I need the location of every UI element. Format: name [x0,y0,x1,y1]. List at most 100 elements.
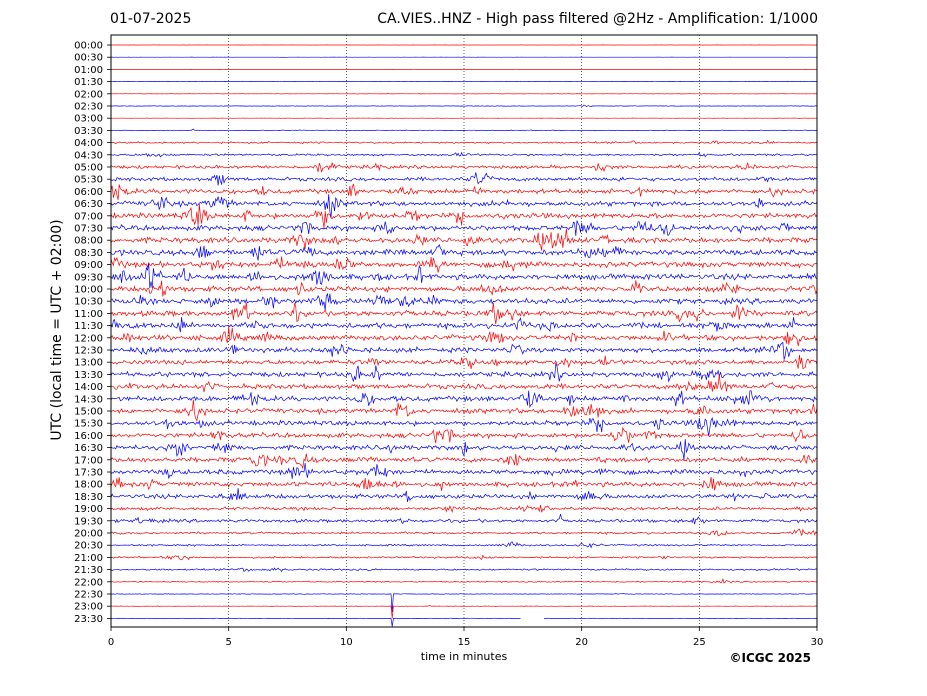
y-tick-label: 12:00 [74,333,103,344]
trace-row-1300 [110,354,818,370]
trace-row-1200 [110,326,818,346]
trace-row-1330 [110,362,818,383]
y-tick-label: 23:00 [74,602,103,613]
y-tick-label: 17:30 [74,468,103,479]
y-tick-label: 21:00 [74,553,103,564]
y-tick-label: 02:30 [74,102,103,113]
y-tick-label: 01:00 [74,65,103,76]
y-tick-label: 15:30 [74,419,103,430]
trace-row-1600 [110,426,817,444]
y-tick-label: 03:30 [74,126,103,137]
trace-row-2130 [110,567,818,573]
y-tick-label: 04:00 [74,138,103,149]
trace-row-0530 [110,172,818,186]
trace-row-0430 [110,151,818,158]
trace-row-1000 [110,280,818,297]
y-tick-label: 13:00 [74,358,103,369]
y-tick-label: 23:30 [74,614,103,625]
y-tick-label: 00:00 [74,41,103,52]
chart-title: CA.VIES..HNZ - High pass filtered @2Hz -… [377,11,818,27]
y-tick-label: 08:30 [74,248,103,259]
y-tick-label: 22:30 [74,590,103,601]
x-tick-label: 10 [340,637,353,648]
y-tick-label: 07:00 [74,211,103,222]
trace-row-2330 [110,617,521,627]
trace-row-0700 [110,203,818,229]
trace-row-0800 [110,228,818,251]
y-tick-label: 18:00 [74,480,103,491]
y-tick-label: 18:30 [74,492,103,503]
x-tick-label: 5 [225,637,231,648]
x-tick-label: 25 [693,637,706,648]
trace-row-1030 [110,292,818,311]
trace-row-0400 [110,139,818,145]
y-tick-label: 11:30 [74,321,103,332]
trace-row-2200 [110,577,818,584]
y-tick-label: 19:30 [74,516,103,527]
y-tick-label: 14:00 [74,382,103,393]
y-tick-label: 06:30 [74,199,103,210]
copyright-label: ©ICGC 2025 [729,651,811,665]
trace-row-1630 [110,439,818,460]
y-tick-label: 16:30 [74,443,103,454]
y-tick-label: 08:00 [74,236,103,247]
y-tick-label: 12:30 [74,346,103,357]
y-tick-label: 20:00 [74,529,103,540]
trace-row-1230 [110,341,818,360]
x-axis-label: time in minutes [420,650,508,663]
trace-row-2000 [110,528,818,537]
date-label: 01-07-2025 [110,11,192,27]
trace-row-0900 [110,256,818,273]
trace-row-1130 [110,316,818,333]
trace-row-1800 [110,476,818,491]
y-tick-label: 17:00 [74,455,103,466]
trace-row-0630 [110,194,818,218]
y-tick-label: 22:00 [74,577,103,588]
trace-row-0600 [110,183,818,200]
trace-row-0830 [110,243,818,261]
y-tick-label: 20:30 [74,541,103,552]
grid [228,35,700,627]
y-tick-label: 05:00 [74,163,103,174]
y-tick-label: 10:00 [74,285,103,296]
plot-frame [110,34,818,628]
y-tick-label: 02:00 [74,89,103,100]
trace-row-1900 [110,504,818,513]
y-tick-label: 09:30 [74,272,103,283]
y-tick-label: 21:30 [74,565,103,576]
trace-row-0930 [110,263,818,289]
trace-row-2300 [110,605,818,619]
x-tick-label: 20 [575,637,588,648]
trace-row-tail [543,617,818,620]
trace-row-2100 [110,554,818,561]
trace-row-1730 [110,462,818,479]
trace-row-0500 [110,162,818,173]
trace-row-0330 [110,128,818,132]
y-tick-label: 14:30 [74,394,103,405]
y-tick-label: 01:30 [74,77,103,88]
x-tick-label: 0 [108,637,114,648]
x-tick-label: 15 [458,637,471,648]
y-tick-label: 10:30 [74,297,103,308]
trace-row-1530 [110,417,818,437]
trace-row-2230 [111,593,817,613]
trace-row-1830 [110,488,818,502]
y-tick-label: 07:30 [74,224,103,235]
trace-row-1930 [110,514,818,525]
y-tick-label: 09:00 [74,260,103,271]
y-tick-label: 19:00 [74,504,103,515]
trace-row-0230 [111,104,817,107]
y-tick-label: 03:00 [74,114,103,125]
y-tick-label: 05:30 [74,175,103,186]
y-tick-label: 00:30 [74,53,103,64]
x-tick-label: 30 [811,637,824,648]
trace-row-2030 [110,541,818,549]
y-tick-label: 04:30 [74,150,103,161]
x-tick-labels: 0 5 10 15 20 25 30 [108,627,824,648]
y-tick-label: 06:00 [74,187,103,198]
y-tick-label: 13:30 [74,370,103,381]
trace-row-1430 [110,390,818,409]
trace-row-1400 [111,374,818,393]
